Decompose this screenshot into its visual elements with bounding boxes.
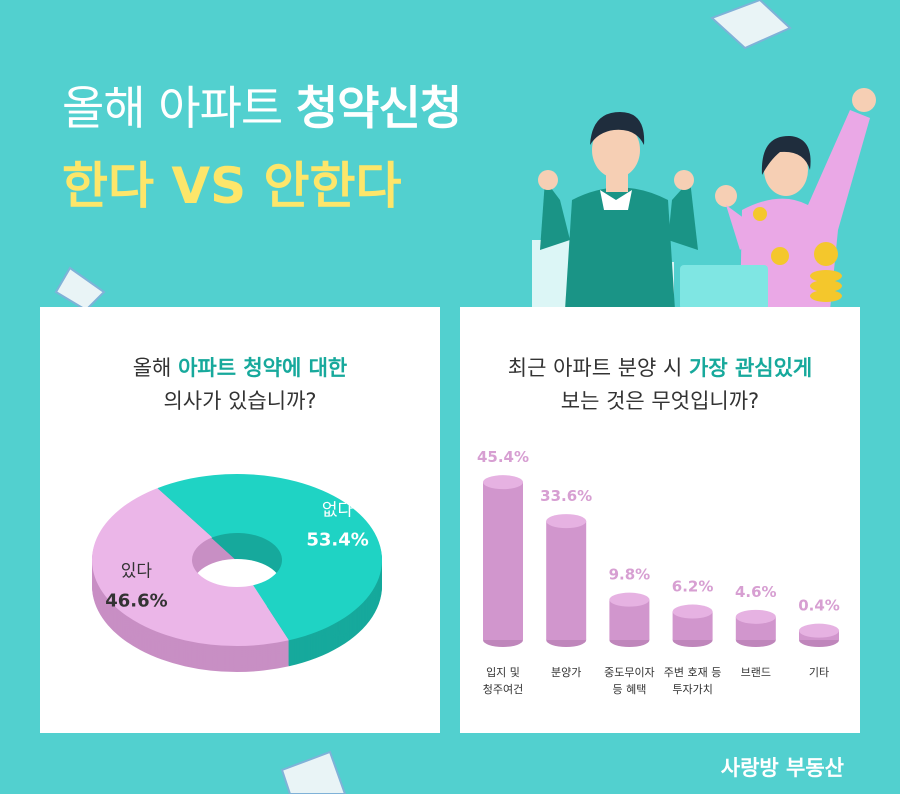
title-regular: 올해 아파트	[62, 81, 283, 135]
x-tick-label: 기타	[808, 666, 830, 679]
x-tick-label: 중도무이자 등 혜택	[604, 666, 655, 696]
page-title: 올해 아파트 청약신청	[62, 72, 462, 138]
slice-value: 46.6%	[105, 590, 167, 611]
bar-top	[799, 623, 839, 638]
x-tick-label: 주변 호재 등 투자가치	[663, 666, 722, 696]
pie-slice	[157, 473, 383, 641]
title-part: 보는 것은 무엇입니까?	[560, 389, 760, 413]
value-label: 33.6%	[540, 487, 592, 505]
slice-label: 없다	[322, 501, 354, 521]
title-part: 최근 아파트 분양 시	[507, 356, 690, 380]
bar-top	[483, 475, 523, 490]
title-highlight: 가장 관심있게	[689, 356, 813, 380]
title-bold: 청약신청	[295, 81, 462, 135]
x-tick-label: 입지 및 청주여건	[482, 666, 524, 696]
title-part: 올해	[132, 356, 179, 380]
bar	[546, 521, 587, 640]
value-label: 9.8%	[609, 566, 651, 584]
title-highlight: 아파트 청약에 대한	[178, 356, 348, 380]
x-tick-label: 브랜드	[740, 666, 771, 679]
value-label: 4.6%	[735, 583, 777, 601]
paper	[54, 0, 792, 794]
title-part: 의사가 있습니까?	[163, 389, 317, 413]
pie-slice	[92, 488, 289, 646]
bar-top	[546, 514, 587, 529]
illustration	[532, 88, 876, 310]
bar-top	[735, 609, 776, 624]
value-label: 0.4%	[798, 597, 840, 615]
slice-label: 있다	[121, 561, 153, 581]
bar	[483, 482, 523, 640]
value-label: 6.2%	[672, 578, 714, 596]
page-subtitle: 한다 VS 안한다	[62, 157, 402, 215]
bar-top	[672, 604, 713, 619]
logo: 사랑방 부동산	[720, 756, 844, 780]
bar-top	[609, 592, 650, 607]
x-tick-label: 분양가	[551, 666, 582, 679]
value-label: 45.4%	[477, 448, 529, 466]
panel-right	[460, 307, 860, 733]
slice-value: 53.4%	[306, 530, 368, 551]
